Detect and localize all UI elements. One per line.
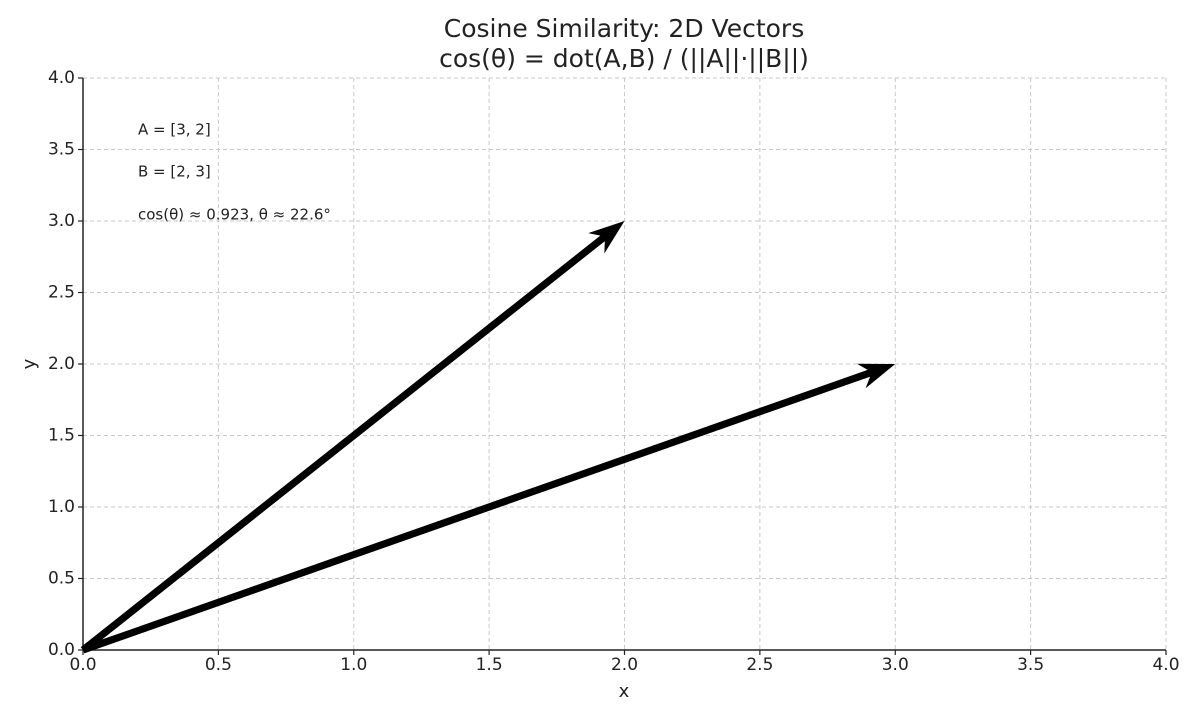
x-tick-label: 2.0: [611, 655, 638, 675]
y-tick-label: 2.0: [48, 354, 75, 374]
y-tick-label: 0.0: [48, 640, 75, 660]
annotation: A = [3, 2]: [138, 121, 211, 139]
chart-subtitle: cos(θ) = dot(A,B) / (||A||·||B||): [439, 44, 809, 73]
x-tick-label: 1.5: [476, 655, 503, 675]
vector-arrow: [81, 363, 896, 654]
y-axis-label: y: [19, 358, 40, 369]
annotation: B = [2, 3]: [138, 163, 211, 181]
annotation: cos(θ) ≈ 0.923, θ ≈ 22.6°: [138, 206, 331, 224]
chart-title: Cosine Similarity: 2D Vectors: [444, 14, 804, 43]
x-tick-label: 0.0: [69, 655, 96, 675]
x-tick-label: 0.5: [205, 655, 232, 675]
x-tick-label: 4.0: [1152, 655, 1179, 675]
y-tick-label: 4.0: [48, 68, 75, 88]
vector-arrow: [80, 221, 625, 653]
y-tick-label: 0.5: [48, 569, 75, 589]
y-tick-label: 2.5: [48, 283, 75, 303]
y-tick-label: 3.5: [48, 140, 75, 160]
y-tick-label: 3.0: [48, 211, 75, 231]
x-axis-label: x: [619, 681, 630, 702]
y-tick-label: 1.5: [48, 426, 75, 446]
x-tick-label: 3.0: [882, 655, 909, 675]
x-tick-label: 3.5: [1017, 655, 1044, 675]
x-tick-label: 2.5: [746, 655, 773, 675]
y-tick-label: 1.0: [48, 497, 75, 517]
x-tick-label: 1.0: [340, 655, 367, 675]
